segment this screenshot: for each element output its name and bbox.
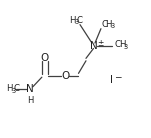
Text: O: O — [61, 71, 69, 81]
Text: H: H — [119, 40, 125, 49]
Text: 3: 3 — [124, 44, 128, 50]
Text: N: N — [90, 41, 97, 51]
Text: 3: 3 — [75, 19, 79, 25]
Text: O: O — [41, 53, 49, 63]
Text: −: − — [114, 73, 121, 82]
Text: I: I — [110, 75, 113, 85]
Text: 3: 3 — [12, 88, 16, 94]
Text: H: H — [105, 20, 112, 29]
Text: C: C — [101, 20, 107, 29]
Text: H: H — [70, 16, 76, 25]
Text: H: H — [27, 96, 33, 105]
Text: N: N — [26, 84, 34, 95]
Text: C: C — [114, 40, 120, 49]
Text: C: C — [14, 84, 20, 93]
Text: C: C — [77, 16, 83, 25]
Text: ±: ± — [97, 39, 104, 48]
Text: 3: 3 — [111, 23, 115, 29]
Text: H: H — [6, 84, 13, 93]
